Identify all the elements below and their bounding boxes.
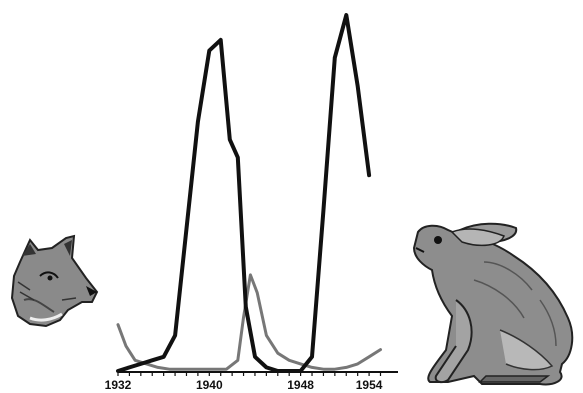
x-tick-label: 1940 xyxy=(196,378,223,392)
x-tick-label: 1954 xyxy=(356,378,383,392)
plot-area xyxy=(116,13,382,373)
lynx-head-icon xyxy=(10,234,99,328)
hare-icon xyxy=(412,222,574,386)
x-tick-label: 1932 xyxy=(105,378,132,392)
x-tick-label: 1948 xyxy=(287,378,314,392)
series-line-dark xyxy=(116,13,372,373)
x-axis: 1932 1940 1948 1954 xyxy=(105,371,398,392)
